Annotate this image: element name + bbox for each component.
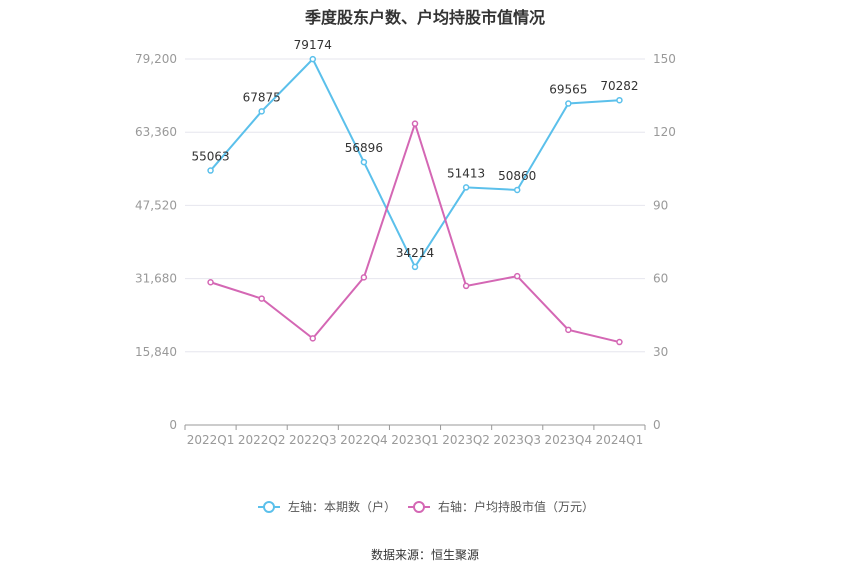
data-point	[565, 100, 572, 107]
y-right-tick-label: 150	[653, 52, 676, 66]
data-point	[360, 274, 368, 281]
data-point	[616, 338, 623, 346]
x-tick-label: 2022Q4	[340, 433, 388, 447]
legend-marker	[263, 501, 275, 513]
x-tick-label: 2023Q2	[442, 433, 490, 447]
data-point	[360, 158, 368, 166]
data-label: 56896	[345, 141, 383, 155]
data-point	[207, 167, 214, 174]
data-point	[309, 335, 317, 342]
data-point	[258, 108, 265, 115]
data-point	[565, 326, 572, 334]
data-point	[513, 272, 521, 280]
y-right-tick-label: 120	[653, 125, 676, 139]
legend-marker	[413, 501, 425, 513]
y-left-tick-label: 47,520	[135, 198, 177, 212]
y-left-tick-label: 15,840	[135, 345, 177, 359]
x-tick-label: 2023Q1	[391, 433, 439, 447]
legend-label: 右轴：户均持股市值（万元）	[438, 499, 594, 514]
data-label: 55063	[191, 150, 229, 164]
x-tick-label: 2022Q2	[238, 433, 286, 447]
data-point	[258, 295, 265, 302]
data-point	[411, 263, 419, 271]
y-right-tick-label: 90	[653, 198, 668, 212]
x-tick-label: 2022Q3	[289, 433, 337, 447]
series-line-1	[210, 120, 620, 344]
y-left-tick-label: 63,360	[135, 125, 177, 139]
data-point	[462, 282, 470, 290]
y-right-tick-label: 0	[653, 418, 661, 432]
y-left-tick-label: 31,680	[135, 272, 177, 286]
x-tick-label: 2023Q4	[545, 433, 593, 447]
y-right-tick-label: 60	[653, 272, 668, 286]
data-label: 79174	[294, 38, 332, 52]
x-tick-label: 2022Q1	[187, 433, 235, 447]
y-left-tick-label: 0	[169, 418, 177, 432]
data-label: 69565	[549, 83, 587, 97]
y-left-tick-label: 79,200	[135, 52, 177, 66]
data-point	[411, 120, 419, 127]
data-point	[207, 279, 214, 286]
x-tick-label: 2023Q3	[493, 433, 541, 447]
data-point	[309, 55, 317, 63]
chart-title: 季度股东户数、户均持股市值情况	[304, 8, 545, 27]
x-tick-label: 2024Q1	[596, 433, 644, 447]
y-right-tick-label: 30	[653, 345, 668, 359]
data-label: 67875	[243, 90, 281, 104]
data-label: 70282	[600, 79, 638, 93]
data-point	[462, 184, 470, 191]
data-point	[616, 96, 623, 104]
legend-label: 左轴：本期数（户）	[288, 499, 396, 514]
data-label: 51413	[447, 166, 485, 180]
data-label: 34214	[396, 246, 434, 260]
data-point	[513, 186, 521, 194]
data-label: 50860	[498, 169, 536, 183]
data-source-note: 数据来源：恒生聚源	[370, 548, 479, 562]
